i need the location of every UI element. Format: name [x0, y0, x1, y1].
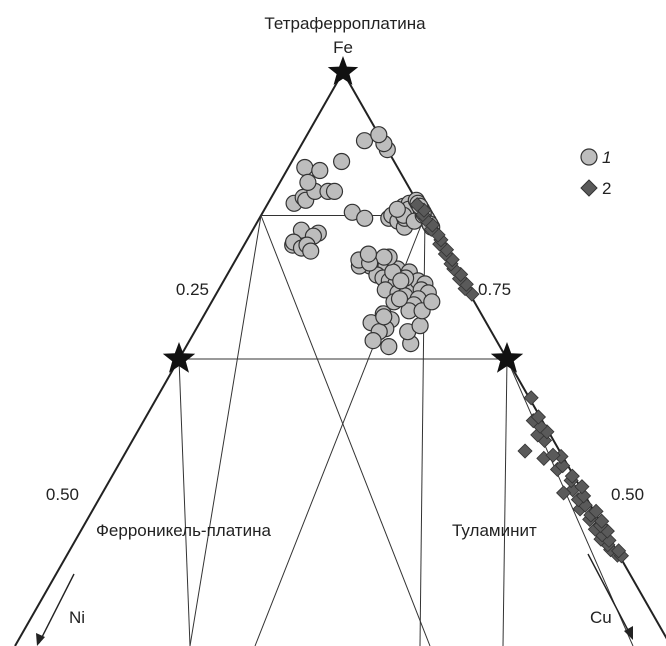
point-circle-3	[355, 132, 374, 150]
point-circle-13	[325, 182, 344, 200]
point-diamond-14	[594, 513, 610, 529]
point-circle-50	[390, 290, 409, 308]
point-circle-101	[375, 308, 393, 326]
tick-label-left-050: 0.50	[46, 485, 79, 504]
point-circle-43	[364, 332, 382, 350]
tick-label-left-025: 0.25	[176, 280, 209, 299]
star-tetraferroplatinum	[327, 56, 359, 85]
point-circle-11	[299, 173, 317, 191]
point-diamond-35	[517, 443, 533, 459]
point-circle-44	[380, 338, 398, 356]
point-diamond-20	[574, 479, 590, 495]
point-circle-6	[370, 126, 388, 144]
grid-line-diag-7	[506, 358, 634, 646]
tick-label-right-050: 0.50	[611, 485, 644, 504]
legend-label-2: 2	[602, 179, 611, 198]
data-points	[284, 126, 630, 564]
point-diamond-28	[545, 447, 561, 463]
legend-diamond-marker	[580, 179, 598, 197]
point-circle-2	[333, 152, 351, 171]
point-diamond-18	[576, 488, 592, 504]
point-circle-94	[375, 248, 393, 266]
star-tulameenite	[490, 342, 524, 373]
point-diamond-16	[588, 503, 604, 519]
grid-line-diag-4	[260, 215, 431, 646]
star-ferronickelplatinum	[162, 342, 196, 373]
point-diamond-21	[556, 485, 572, 501]
axis-label-ni: Ni	[69, 608, 85, 627]
axis-label-cu: Cu	[590, 608, 612, 627]
point-circle-53	[392, 272, 410, 290]
legend: 1 2	[580, 148, 611, 198]
point-circle-0	[296, 158, 314, 177]
point-circle-55	[356, 209, 374, 227]
grid-line-diag-6	[502, 358, 508, 646]
axis-arrow-cu	[587, 553, 633, 640]
chart-title: Тетраферроплатина	[264, 14, 426, 33]
label-tulameenite: Туламинит	[452, 521, 537, 540]
end-member-stars	[162, 56, 524, 373]
point-diamond-25	[555, 458, 571, 474]
point-diamond-55	[409, 197, 425, 213]
point-circle-81	[388, 200, 406, 218]
grid-line-diag-3	[178, 358, 191, 646]
point-circle-1	[311, 161, 329, 180]
label-ferronickelplatinum: Ферроникель-платина	[96, 521, 271, 540]
apex-label-fe: Fe	[333, 38, 353, 57]
legend-label-1: 1	[602, 148, 611, 167]
point-circle-98	[359, 245, 377, 263]
axis-arrow-ni	[36, 573, 75, 646]
point-circle-49	[423, 293, 441, 311]
point-diamond-36	[523, 390, 539, 406]
point-diamond-24	[564, 468, 580, 484]
point-diamond-34	[530, 409, 547, 425]
point-circle-47	[411, 317, 429, 335]
point-diamond-4	[611, 543, 627, 559]
point-circle-100	[302, 242, 320, 260]
tick-label-right-075: 0.75	[478, 280, 511, 299]
legend-circle-marker	[580, 148, 598, 166]
grid-line-diag-1	[189, 215, 262, 646]
